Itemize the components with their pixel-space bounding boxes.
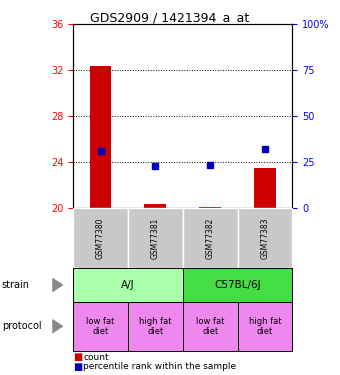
Text: high fat
diet: high fat diet: [139, 316, 172, 336]
Text: protocol: protocol: [2, 321, 41, 331]
Bar: [199, 207, 221, 208]
Bar: [254, 168, 276, 208]
Text: low fat
diet: low fat diet: [196, 316, 224, 336]
Text: GSM77381: GSM77381: [151, 217, 160, 259]
Text: high fat
diet: high fat diet: [249, 316, 281, 336]
Text: GDS2909 / 1421394_a_at: GDS2909 / 1421394_a_at: [90, 11, 250, 24]
Text: GSM77383: GSM77383: [260, 217, 270, 259]
Text: strain: strain: [2, 280, 30, 290]
Text: ■: ■: [73, 352, 82, 362]
Text: GSM77382: GSM77382: [206, 217, 215, 259]
Text: ■: ■: [73, 362, 82, 372]
Text: percentile rank within the sample: percentile rank within the sample: [83, 362, 236, 371]
Text: C57BL/6J: C57BL/6J: [214, 280, 261, 290]
Bar: [144, 204, 166, 208]
Text: GSM77380: GSM77380: [96, 217, 105, 259]
Text: low fat
diet: low fat diet: [86, 316, 115, 336]
Text: count: count: [83, 352, 109, 362]
Bar: [89, 66, 112, 208]
Text: A/J: A/J: [121, 280, 135, 290]
